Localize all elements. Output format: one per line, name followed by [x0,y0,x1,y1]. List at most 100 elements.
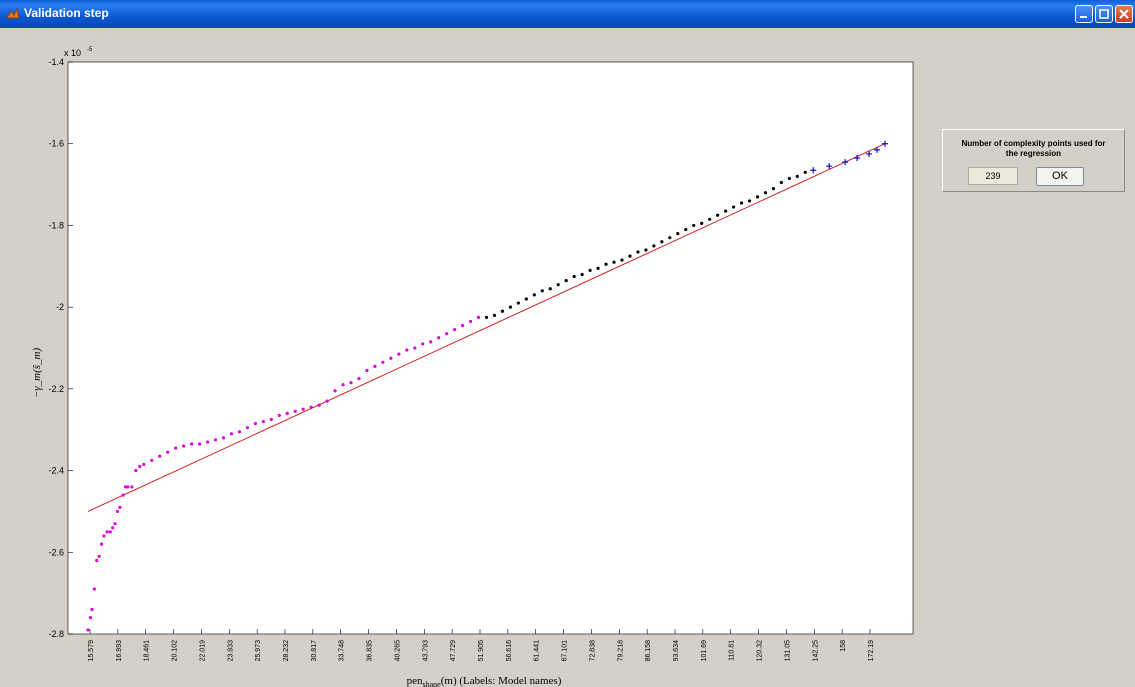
data-point [580,272,584,277]
data-point [453,328,457,332]
y-axis: -1.4 -1.6 -1.8 -2 -2.2 -2.4 -2.6 -2.8 [48,57,73,639]
data-point [237,430,242,434]
data-point [213,438,218,442]
data-point [397,352,401,356]
y-tick-label: -2.2 [48,384,64,394]
data-point [269,417,273,422]
x-tick-label: 15.579 [88,640,95,662]
y-axis-label: −γ_m(ŝ_m) [31,348,43,399]
x-tick-label: 16.993 [116,640,123,662]
data-point [413,346,417,350]
data-point [197,442,202,446]
data-point [492,313,497,317]
x-axis: 15.579 16.993 18.461 20.102 22.019 23.933 25.9… [88,629,875,661]
data-point [652,244,656,248]
x-tick-label: 23.933 [227,640,234,662]
x-tick-label: 43.793 [422,640,429,662]
data-point [572,274,576,279]
data-point [516,301,520,305]
x-tick-label: 20.102 [172,640,179,662]
data-point [524,297,528,301]
data-point [142,462,146,467]
data-point [500,309,505,313]
x-tick-label: 51.905 [478,640,485,662]
data-point [182,444,186,448]
data-point [556,283,560,287]
data-point-plus [854,155,861,162]
data-point [357,377,361,381]
minimize-button[interactable] [1075,5,1093,23]
data-point [476,315,481,319]
data-point [381,360,385,364]
data-point [277,413,281,418]
data-point [102,534,106,538]
data-point [803,170,807,174]
data-point [532,293,536,297]
x-tick-label: 22.019 [199,640,206,662]
maximize-button[interactable] [1095,5,1113,23]
data-point [460,323,465,328]
data-point [134,468,138,473]
data-point [771,187,776,191]
data-point [121,493,125,497]
data-point [86,628,90,632]
x-axis-label-sub: shape [423,680,442,687]
data-point [115,509,120,514]
data-point [373,364,377,368]
data-point [293,409,297,413]
figure-client-area: -1.4 -1.6 -1.8 -2 -2.2 -2.4 -2.6 -2.8 15.579 16.… [0,28,1135,687]
data-point-plus [866,150,873,157]
data-point [724,209,728,213]
close-button[interactable] [1115,5,1133,23]
data-point [795,174,799,178]
data-point [150,458,154,462]
data-point [628,254,632,258]
x-tick-label: 40.265 [394,640,401,662]
data-point [190,442,194,446]
x-tick-label: 56.616 [506,640,513,662]
y-tick-label: -1.4 [48,57,64,67]
window-title: Validation step [24,6,109,20]
data-point [99,542,104,546]
data-point [636,250,640,254]
x-tick-label: 67.101 [562,640,569,662]
data-point [301,407,305,411]
data-point [113,522,117,526]
data-point [755,195,760,199]
minimize-icon [1080,16,1087,18]
data-point [540,289,544,293]
matlab-app-icon [6,7,20,19]
data-point [468,319,473,324]
x-tick-label: 72.838 [589,640,596,662]
scatter-plot: -1.4 -1.6 -1.8 -2 -2.2 -2.4 -2.6 -2.8 15.579 16.… [31,47,914,687]
data-point [405,348,409,352]
data-point [126,485,130,489]
x-tick-label: 142.25 [812,640,819,662]
data-point [484,315,489,319]
data-point [508,305,513,309]
complexity-points-field[interactable]: 239 [968,167,1018,185]
data-point [747,199,752,203]
data-point [708,217,712,221]
x-tick-label: 33.748 [339,640,346,662]
data-point [596,266,600,270]
data-point [245,426,249,430]
data-point [421,342,425,346]
y-tick-label: -2 [56,302,64,312]
x-axis-label: penshape(m) (Labels: Model names) [407,675,562,687]
data-point-plus [842,159,849,166]
data-point [333,389,337,393]
x-tick-label: 93.634 [673,640,680,662]
data-point [564,278,568,283]
ok-button[interactable]: OK [1036,167,1084,186]
data-point [437,336,441,340]
data-point [205,440,210,444]
y-tick-label: -2.6 [48,547,64,557]
data-point [130,485,134,489]
maximize-icon [1099,9,1109,19]
data-point [90,607,94,612]
y-tick-label: -1.8 [48,220,64,230]
data-point [612,260,616,264]
panel-label-line2: the regression [1005,149,1062,158]
data-point [731,205,736,209]
